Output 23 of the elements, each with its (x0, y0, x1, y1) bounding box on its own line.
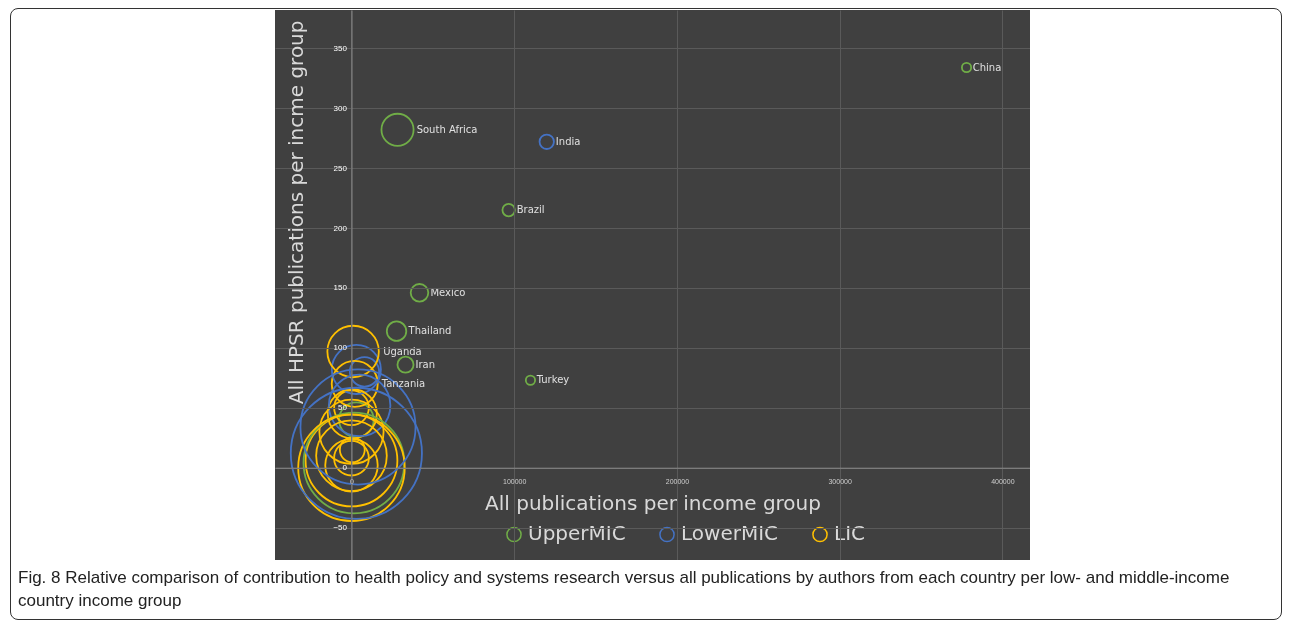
x-axis-title: All publications per income group (485, 491, 821, 516)
caption: Fig. 8 Relative comparison of contribution to health policy and systems research versus all publications by authors from each country per low- and middle-income country income group (18, 567, 1231, 612)
legend-label: LowerMIC (681, 521, 779, 546)
y-tick-label: 250 (333, 163, 348, 173)
annotation: Iran (415, 358, 436, 370)
y-tick-label: 150 (333, 283, 348, 293)
y-tick-label: 100 (333, 343, 348, 353)
annotation: Thailand (407, 325, 452, 337)
y-tick-label: 0 (342, 463, 348, 473)
y-tick-label: −50 (333, 523, 348, 533)
y-tick-label: 350 (333, 43, 348, 53)
annotation: Mexico (430, 286, 466, 298)
annotation: Turkey (535, 374, 570, 386)
y-axis-title: All HPSR publications per incme group (284, 20, 309, 405)
annotation: India (555, 135, 581, 147)
annotation: China (972, 61, 1002, 73)
y-tick-label: 50 (338, 403, 348, 413)
y-tick-label: 200 (333, 223, 348, 233)
legend-label: UpperMIC (528, 521, 626, 546)
annotation: South Africa (416, 123, 478, 135)
y-tick-label: 300 (333, 103, 348, 113)
annotation: Brazil (516, 204, 545, 216)
annotation: Uganda (383, 345, 422, 357)
